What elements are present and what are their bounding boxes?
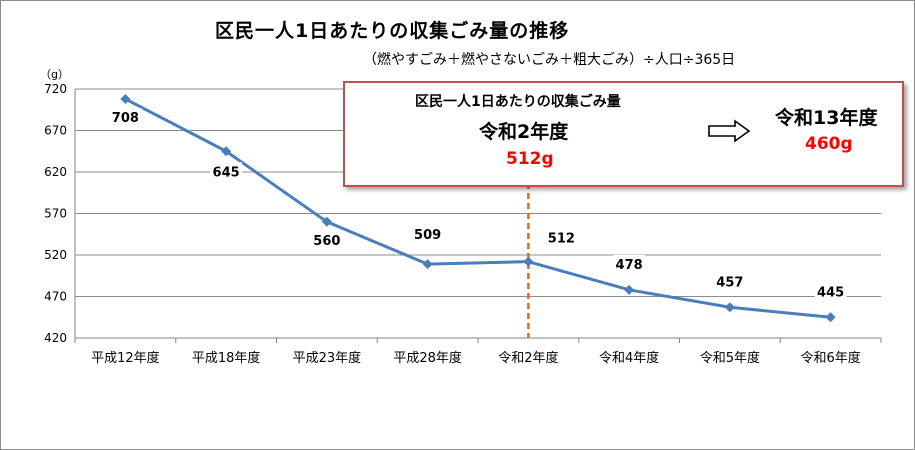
data-labels: 708 645 560 509 512 478 457 445 [109,107,847,301]
data-label: 445 [817,285,844,300]
series-line [124,97,831,319]
x-tick-label: 令和2年度 [498,350,558,366]
callout-target-value: 460g [805,134,853,154]
data-point-marker [825,312,836,323]
y-tick-label: 520 [44,248,67,262]
data-label-bg [310,230,343,249]
y-axis-unit: （g） [40,68,69,81]
data-point-marker [221,146,232,157]
data-point-marker [724,302,735,313]
right-arrow-icon [708,119,751,143]
data-label-bg [713,272,746,291]
data-label: 509 [414,228,441,243]
y-tick-label: 720 [44,82,67,96]
x-tick-label: 平成12年度 [91,350,160,366]
x-tick-label: 平成28年度 [393,350,462,366]
data-label: 560 [313,234,340,249]
x-tick-label: 令和6年度 [800,350,860,366]
data-point-marker [523,256,534,267]
x-tick-label: 令和4年度 [599,350,659,366]
x-tick-label: 平成23年度 [293,350,362,366]
y-tick-label: 570 [44,207,67,221]
data-point-marker [321,216,332,227]
y-tick-label: 420 [44,331,67,345]
data-label: 457 [716,275,743,290]
data-label-bg [109,107,142,126]
data-label-bg [613,254,646,273]
y-axis-ticks: 720 670 620 570 520 470 420 [44,82,67,345]
callout-target-year: 令和13年度 [775,107,878,129]
callout-value: 512g [506,149,554,169]
data-label-bg [814,282,847,301]
x-tick-label: 平成18年度 [192,350,261,366]
y-tick-label: 620 [44,165,67,179]
data-label: 708 [112,111,139,126]
callout-box: 区民一人1日あたりの収集ごみ量 令和2年度 512g 令和13年度 460g [343,81,904,187]
data-markers [120,93,836,323]
callout-label: 区民一人1日あたりの収集ごみ量 [415,94,621,110]
data-label: 645 [213,165,240,180]
data-label: 512 [548,232,575,247]
chart-subtitle: （燃やすごみ＋燃やさないごみ＋粗大ごみ）÷人口÷365日 [363,52,736,68]
data-label-bg [210,162,243,181]
series-polyline [124,97,831,319]
data-point-marker [624,284,635,295]
data-point-marker [422,259,433,270]
x-axis-ticks: 平成12年度 平成18年度 平成23年度 平成28年度 令和2年度 令和4年度 令和5年度 令… [74,338,882,366]
y-tick-label: 470 [44,290,67,304]
x-tick-label: 令和5年度 [700,350,760,366]
y-tick-label: 670 [44,124,67,138]
chart-title: 区民一人1日あたりの収集ごみ量の推移 [215,20,570,42]
data-label-bg [545,228,578,247]
data-point-marker [120,93,131,104]
callout-year: 令和2年度 [479,121,569,143]
data-label-bg [411,225,444,244]
data-label: 478 [616,258,643,273]
